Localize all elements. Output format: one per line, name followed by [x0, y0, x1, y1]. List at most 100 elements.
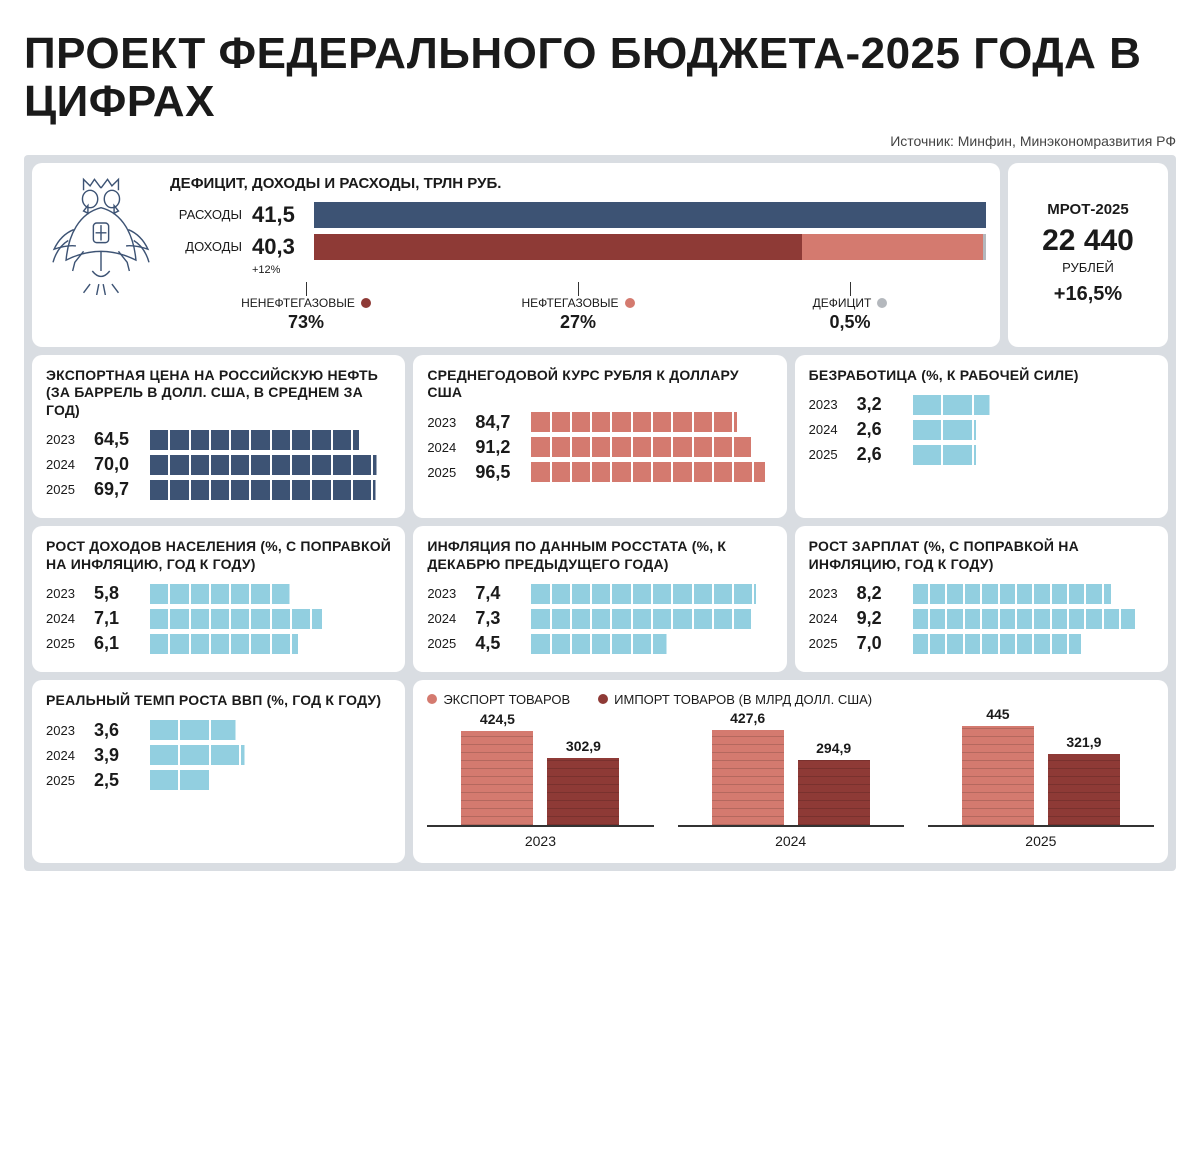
trade-bar-stripes	[1048, 754, 1120, 826]
year-bar-segment	[170, 584, 188, 604]
year-value: 69,7	[94, 479, 142, 500]
year-bar-segment	[1034, 420, 1062, 440]
trade-bar-value: 424,5	[480, 711, 515, 727]
year-bar-segment	[1065, 445, 1093, 465]
year-bar-segment	[1004, 420, 1032, 440]
year-bar-segment	[1069, 584, 1084, 604]
year-label: 2024	[809, 611, 849, 626]
year-value: 3,2	[857, 394, 905, 415]
deficit-row-note: +12%	[252, 264, 986, 276]
year-bar-segment	[694, 634, 712, 654]
year-bar-segment	[191, 455, 209, 475]
year-bar	[913, 395, 1154, 415]
trade-year-label: 2025	[1025, 833, 1056, 849]
year-bar-segment	[930, 609, 945, 629]
year-bar-segment	[531, 437, 549, 457]
legend-dot-icon	[625, 298, 635, 308]
trade-bar-wrap: 302,9	[543, 738, 623, 825]
year-bar-segment	[673, 634, 691, 654]
year-bar-segment	[170, 455, 188, 475]
year-bar-segment	[531, 462, 549, 482]
year-value: 91,2	[475, 437, 523, 458]
inflation-title: ИНФЛЯЦИЯ ПО ДАННЫМ РОССТАТА (%, К ДЕКАБР…	[427, 538, 772, 573]
trade-year-group: 427,6294,9 2024	[678, 717, 904, 849]
year-value: 7,4	[475, 583, 523, 604]
year-bar-segment	[231, 634, 249, 654]
year-bar-row: 20257,0	[809, 633, 1154, 654]
year-value: 64,5	[94, 429, 142, 450]
year-bar-row: 202569,7	[46, 479, 391, 500]
usd-card: СРЕДНЕГОДОВОЙ КУРС РУБЛЯ К ДОЛЛАРУ США 2…	[413, 355, 786, 519]
year-bar	[913, 420, 1154, 440]
trade-year-label: 2024	[775, 833, 806, 849]
year-bar-segment	[714, 412, 732, 432]
year-bar-segment	[734, 412, 752, 432]
year-bar	[531, 634, 772, 654]
year-bar-segment	[170, 430, 188, 450]
trade-bars: 427,6294,9	[678, 717, 904, 827]
year-bar-segment	[694, 584, 712, 604]
year-value: 6,1	[94, 633, 142, 654]
year-bar-segment	[673, 412, 691, 432]
year-bar-segment	[1069, 609, 1084, 629]
year-bar-segment	[612, 634, 630, 654]
legend-pct: 73%	[288, 312, 324, 333]
year-bar-segment	[612, 462, 630, 482]
year-bar-segment	[1126, 395, 1154, 415]
year-value: 3,9	[94, 745, 142, 766]
year-bar-segment	[714, 437, 732, 457]
year-bar-row: 20237,4	[427, 583, 772, 604]
year-bar	[531, 412, 772, 432]
page-title: ПРОЕКТ ФЕДЕРАЛЬНОГО БЮДЖЕТА-2025 ГОДА В …	[24, 30, 1176, 127]
year-bar-segment	[231, 430, 249, 450]
year-bar-segment	[714, 584, 732, 604]
year-bar-segment	[363, 770, 391, 790]
trade-bar-wrap: 424,5	[457, 711, 537, 825]
income-title: РОСТ ДОХОДОВ НАСЕЛЕНИЯ (%, С ПОПРАВКОЙ Н…	[46, 538, 391, 573]
trade-bar	[547, 758, 619, 825]
deficit-bar-segment	[314, 234, 802, 260]
year-label: 2025	[46, 773, 86, 788]
year-bar-segment	[241, 770, 269, 790]
trade-bar	[461, 731, 533, 825]
year-bar-segment	[333, 430, 351, 450]
year-bar-row: 202596,5	[427, 462, 772, 483]
year-bar-segment	[1017, 584, 1032, 604]
year-bar-segment	[333, 770, 361, 790]
year-value: 7,1	[94, 608, 142, 629]
year-bar-segment	[1000, 609, 1015, 629]
year-bar-segment	[292, 584, 310, 604]
year-bar-segment	[373, 634, 391, 654]
year-bar-row: 20242,6	[809, 419, 1154, 440]
year-label: 2023	[46, 586, 86, 601]
year-bar-segment	[251, 609, 269, 629]
legend-label: ИМПОРТ ТОВАРОВ (В МЛРД ДОЛЛ. США)	[614, 692, 872, 707]
year-bar-segment	[714, 634, 732, 654]
year-bar-segment	[373, 584, 391, 604]
year-bar-segment	[251, 634, 269, 654]
trade-bar	[712, 730, 784, 825]
year-bar	[531, 584, 772, 604]
year-bar-segment	[913, 445, 941, 465]
year-bar-segment	[1139, 634, 1154, 654]
trade-bar-stripes	[962, 726, 1034, 825]
year-bar-segment	[191, 584, 209, 604]
year-bar-segment	[982, 584, 997, 604]
year-bar-segment	[312, 480, 330, 500]
year-bar-segment	[754, 412, 772, 432]
year-bar-segment	[292, 455, 310, 475]
year-bar-segment	[211, 455, 229, 475]
trade-year-label: 2023	[525, 833, 556, 849]
year-bar-segment	[150, 480, 168, 500]
year-bar-segment	[947, 584, 962, 604]
year-bar-segment	[572, 584, 590, 604]
trade-bar	[1048, 754, 1120, 826]
year-bar-segment	[191, 430, 209, 450]
deficit-row-value: 41,5	[252, 202, 304, 228]
trade-card: ЭКСПОРТ ТОВАРОВИМПОРТ ТОВАРОВ (В МЛРД ДО…	[413, 680, 1168, 863]
year-bar-segment	[612, 609, 630, 629]
year-bar-segment	[1065, 395, 1093, 415]
year-label: 2025	[46, 636, 86, 651]
year-bar-segment	[1017, 634, 1032, 654]
year-bar-segment	[1086, 584, 1101, 604]
